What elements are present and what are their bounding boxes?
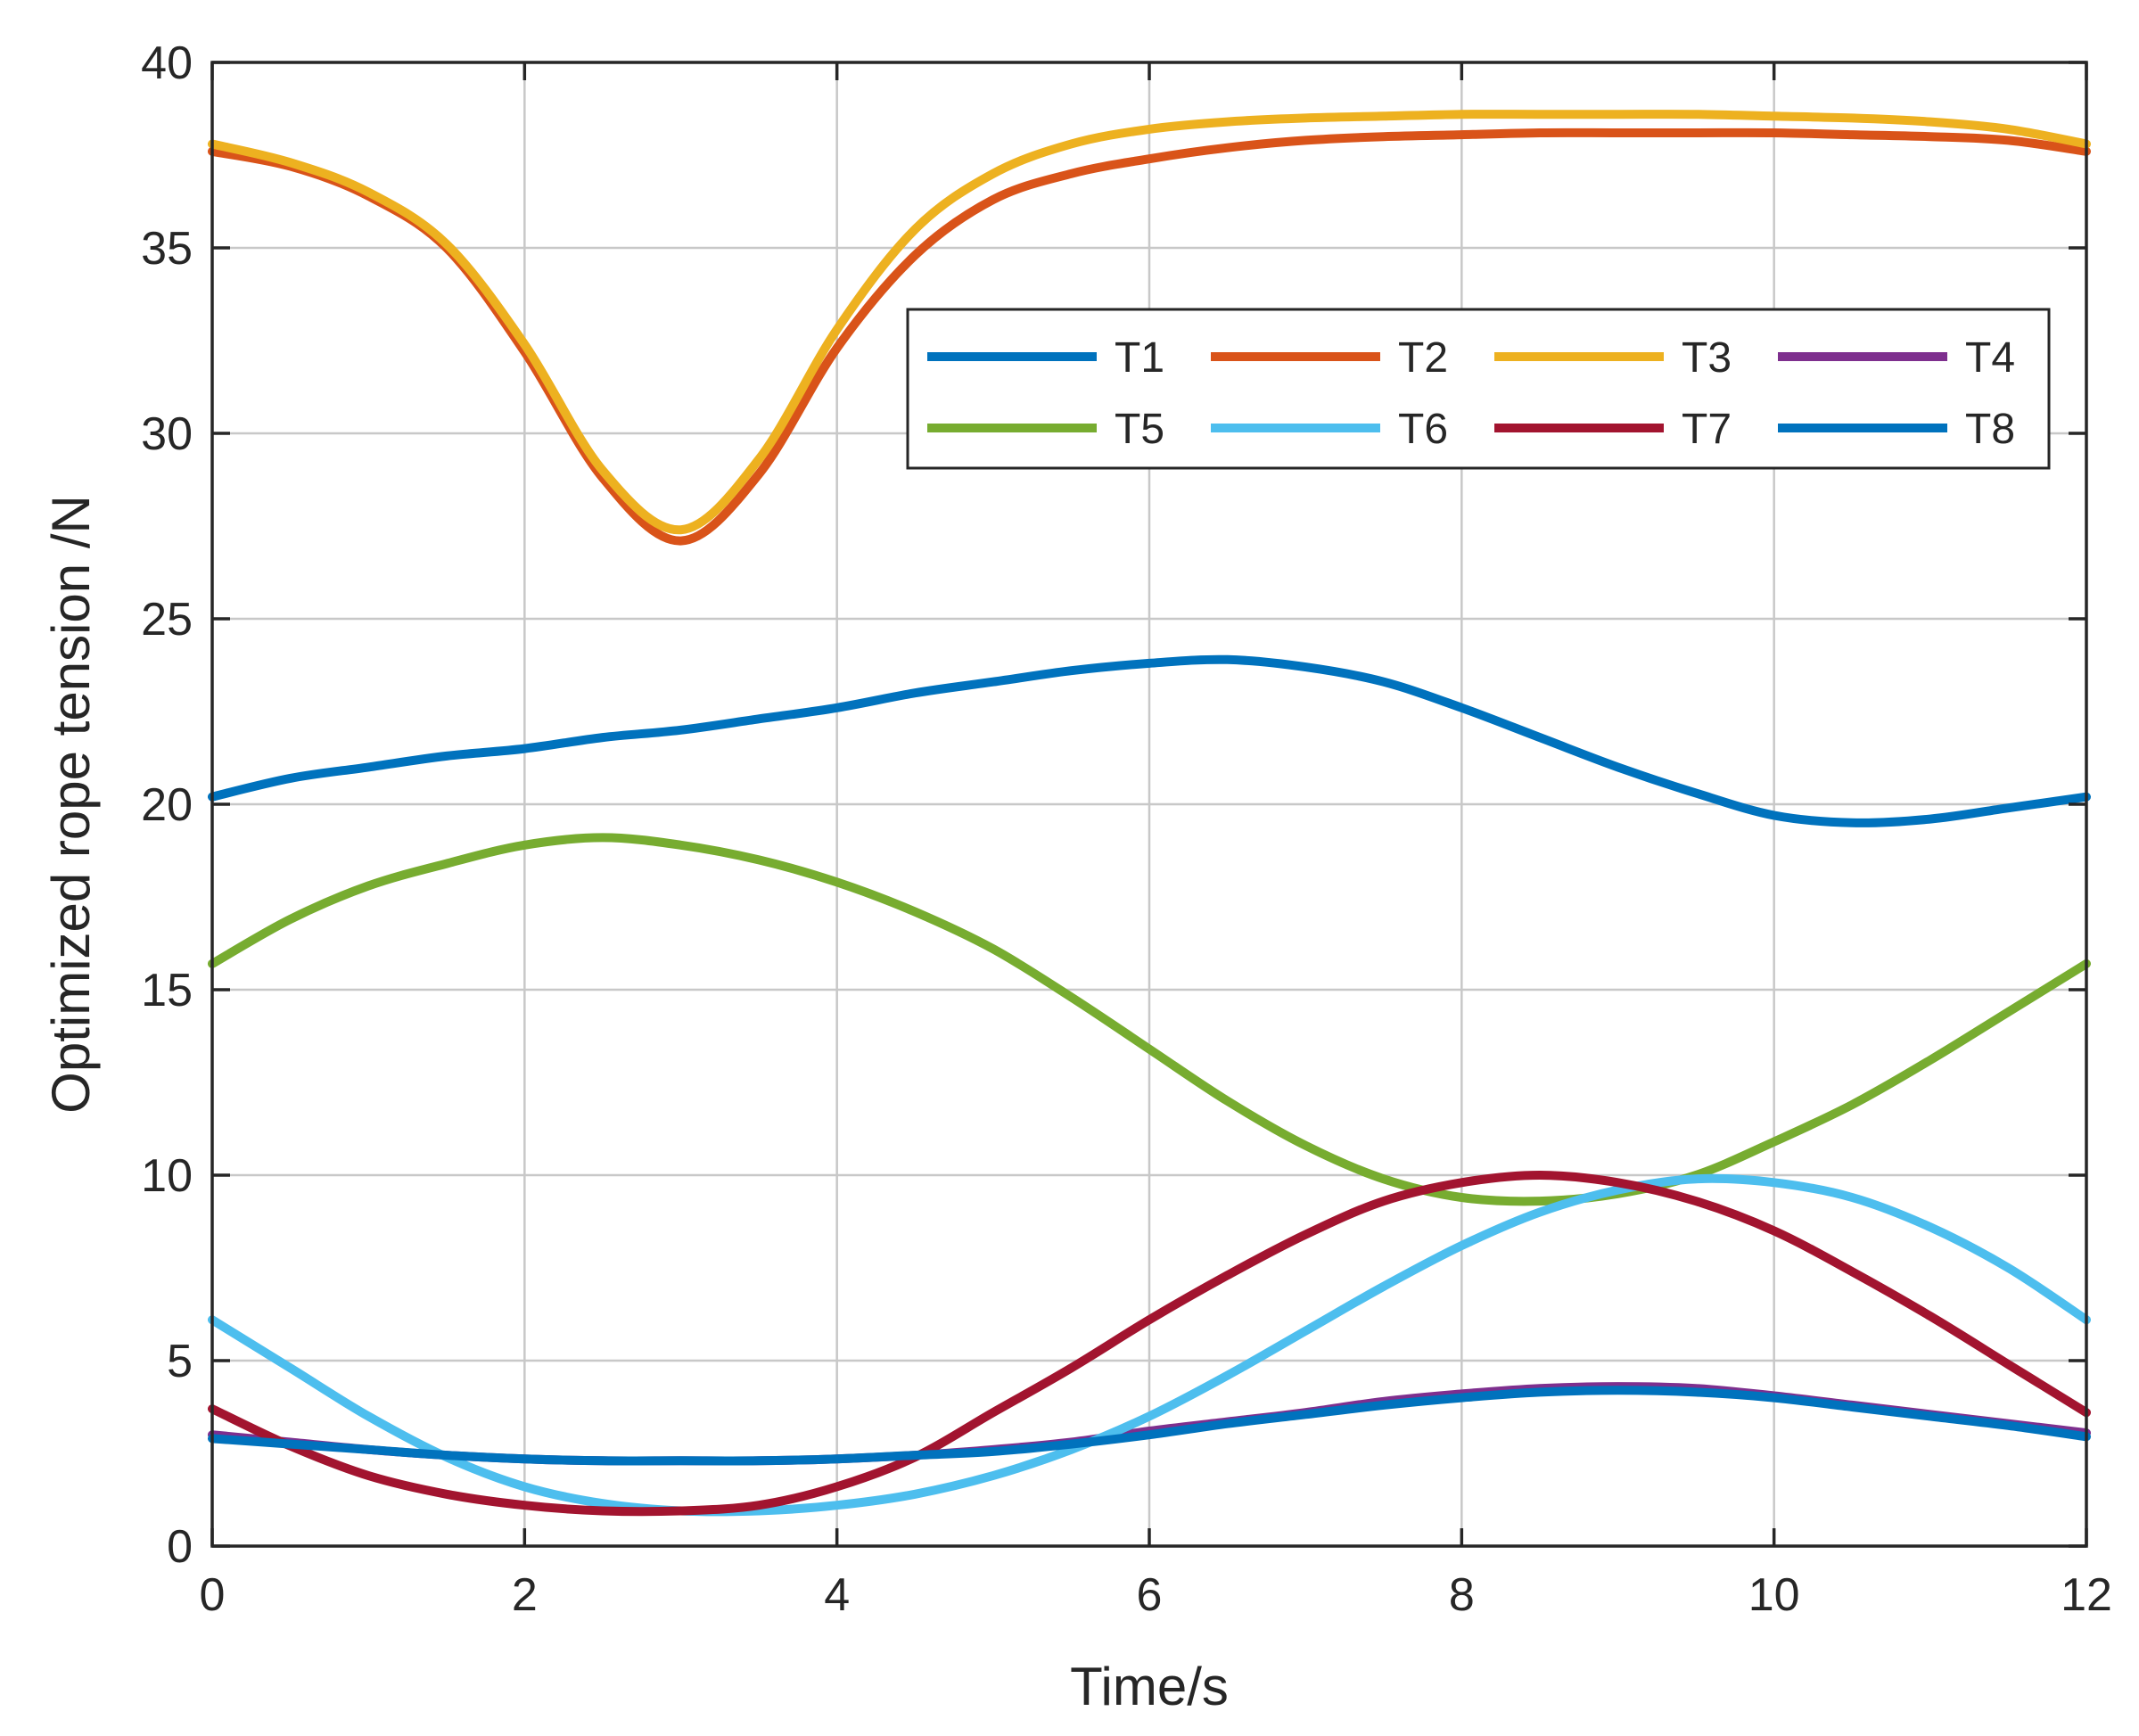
axis-ticks: 0 2 4 6 8 10 12 0 5 10 15 20 25 30 35 40 xyxy=(141,37,2112,1621)
legend-label-t1: T1 xyxy=(1115,334,1164,382)
x-tick-label: 6 xyxy=(1137,1569,1163,1621)
series-line-t6 xyxy=(208,1173,2091,1517)
series-line-t3 xyxy=(208,110,2091,535)
y-tick-label: 30 xyxy=(141,408,193,460)
y-tick-label: 40 xyxy=(141,37,193,89)
y-axis-label: Optimized rope tension /N xyxy=(41,495,101,1114)
legend-label-t3: T3 xyxy=(1682,334,1732,382)
legend-label-t6: T6 xyxy=(1398,406,1448,453)
series-line-t8 xyxy=(208,1386,2091,1466)
y-tick-label: 5 xyxy=(167,1336,193,1387)
y-tick-label: 10 xyxy=(141,1150,193,1202)
y-tick-label: 25 xyxy=(141,594,193,646)
series-lines xyxy=(208,110,2091,1517)
legend-label-t4: T4 xyxy=(1965,334,2015,382)
legend-label-t5: T5 xyxy=(1115,406,1164,453)
legend-box xyxy=(906,308,2051,470)
y-tick-label: 15 xyxy=(141,965,193,1016)
x-tick-label: 10 xyxy=(1748,1569,1800,1621)
y-tick-label: 20 xyxy=(141,779,193,831)
series-line-t7 xyxy=(208,1171,2091,1517)
legend-label-t7: T7 xyxy=(1682,406,1732,453)
x-axis-label: Time/s xyxy=(1070,1657,1229,1716)
legend: T1 T2 T3 T4 T5 T6 T7 T8 xyxy=(906,308,2051,470)
series-line-t1 xyxy=(208,654,2091,827)
x-tick-label: 4 xyxy=(824,1569,850,1621)
x-tick-label: 0 xyxy=(200,1569,226,1621)
legend-label-t8: T8 xyxy=(1965,406,2015,453)
x-tick-label: 8 xyxy=(1449,1569,1475,1621)
legend-label-t2: T2 xyxy=(1398,334,1448,382)
y-tick-label: 0 xyxy=(167,1521,193,1573)
y-tick-label: 35 xyxy=(141,223,193,275)
series-line-t5 xyxy=(208,833,2091,1206)
x-tick-label: 2 xyxy=(512,1569,538,1621)
x-tick-label: 12 xyxy=(2061,1569,2112,1621)
